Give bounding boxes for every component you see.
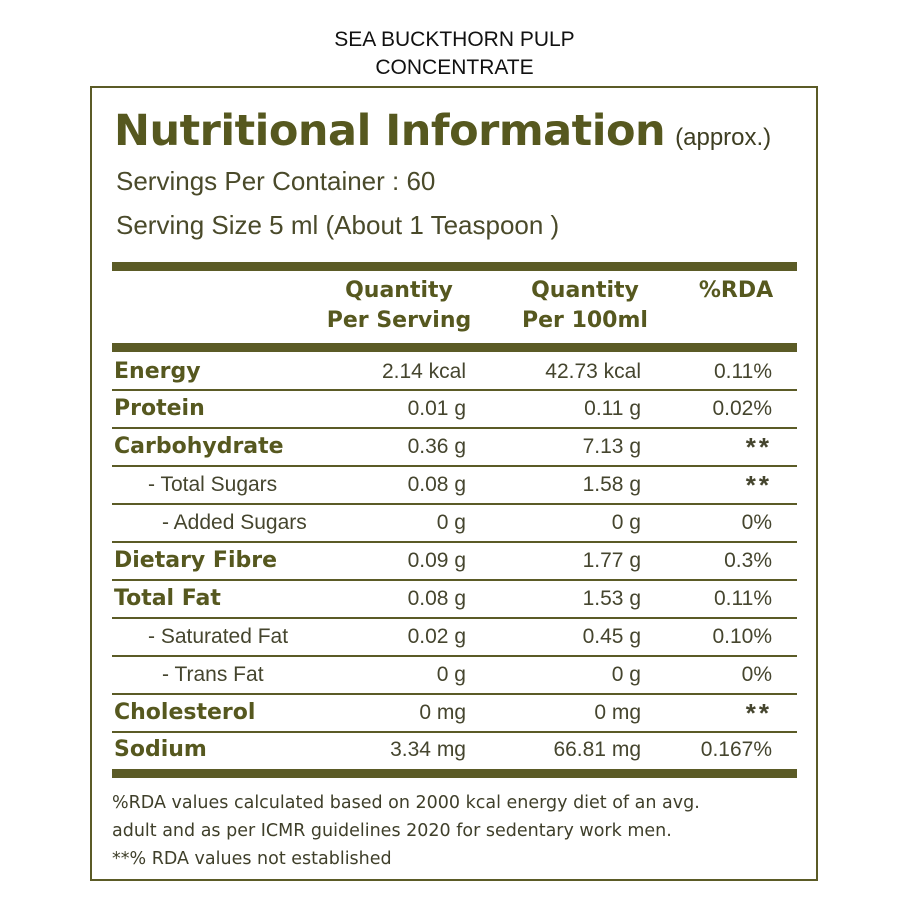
per-serving-value: 3.34 mg xyxy=(390,738,466,761)
nutrient-name: Dietary Fibre xyxy=(114,548,278,573)
row-divider xyxy=(112,617,797,619)
nutrient-name: - Total Sugars xyxy=(148,473,278,496)
column-header-per-100ml: Quantity Per 100ml xyxy=(505,276,665,336)
row-divider xyxy=(112,427,797,429)
column-header-per-serving: Quantity Per Serving xyxy=(312,276,486,336)
per-serving-value: 0 g xyxy=(436,511,466,534)
table-bottom-rule xyxy=(112,769,797,778)
per-serving-value: 0.01 g xyxy=(407,397,466,420)
nutrient-name: - Added Sugars xyxy=(162,511,307,534)
nutrient-name: Protein xyxy=(114,396,205,421)
table-row: Protein 0.01 g 0.11 g 0.02% xyxy=(112,391,797,427)
per-serving-value: 0.08 g xyxy=(407,473,466,496)
per-100ml-value: 7.13 g xyxy=(582,435,641,458)
row-divider xyxy=(112,541,797,543)
nutrition-panel xyxy=(90,86,818,881)
per-serving-value: 0.02 g xyxy=(407,625,466,648)
nutrition-heading: Nutritional Information (approx.) xyxy=(114,106,771,156)
footnote: %RDA values calculated based on 2000 kca… xyxy=(112,789,812,873)
header-bottom-rule xyxy=(112,343,797,352)
nutrient-name: - Saturated Fat xyxy=(148,625,289,648)
per-100ml-value: 1.53 g xyxy=(582,587,641,610)
per-serving-value: 2.14 kcal xyxy=(381,360,466,383)
per-serving-value: 0 mg xyxy=(419,701,466,724)
product-title-line1: SEA BUCKTHORN PULP xyxy=(334,28,575,51)
per-100ml-value: 1.58 g xyxy=(582,473,641,496)
rda-value: ** xyxy=(745,432,772,462)
row-divider xyxy=(112,731,797,733)
nutrient-name: Energy xyxy=(114,359,201,384)
per-100ml-value: 0 mg xyxy=(594,701,641,724)
nutrient-name: Sodium xyxy=(114,737,207,762)
table-row: - Added Sugars 0 g 0 g 0% xyxy=(112,505,797,541)
heading-suffix: (approx.) xyxy=(675,124,772,151)
rda-value: 0.10% xyxy=(712,625,772,648)
table-row: - Total Sugars 0.08 g 1.58 g ** xyxy=(112,467,797,503)
nutrient-name: Carbohydrate xyxy=(114,434,284,459)
rda-value: 0.167% xyxy=(700,738,772,761)
product-title: SEA BUCKTHORN PULP CONCENTRATE xyxy=(0,26,909,82)
column-header-per-serving-line1: Quantity xyxy=(345,278,453,303)
table-row: Energy 2.14 kcal 42.73 kcal 0.11% xyxy=(112,354,797,390)
footnote-line3: **% RDA values not established xyxy=(112,849,392,869)
table-row: Cholesterol 0 mg 0 mg ** xyxy=(112,695,797,731)
rda-value: 0.3% xyxy=(724,549,772,572)
row-divider xyxy=(112,389,797,391)
per-serving-value: 0.09 g xyxy=(407,549,466,572)
table-row: Dietary Fibre 0.09 g 1.77 g 0.3% xyxy=(112,543,797,579)
row-divider xyxy=(112,465,797,467)
rda-value: 0.02% xyxy=(712,397,772,420)
table-row: Total Fat 0.08 g 1.53 g 0.11% xyxy=(112,581,797,617)
rda-value: 0% xyxy=(741,663,772,686)
heading-title: Nutritional Information xyxy=(114,106,666,156)
serving-size: Serving Size 5 ml (About 1 Teaspoon ) xyxy=(116,210,560,240)
rda-value: 0.11% xyxy=(714,587,772,610)
header-top-rule xyxy=(112,262,797,271)
per-serving-value: 0.08 g xyxy=(407,587,466,610)
rda-value: ** xyxy=(745,470,772,500)
per-100ml-value: 1.77 g xyxy=(582,549,641,572)
per-100ml-value: 0.45 g xyxy=(582,625,641,648)
table-row: - Trans Fat 0 g 0 g 0% xyxy=(112,657,797,693)
per-100ml-value: 0.11 g xyxy=(584,397,641,420)
nutrient-name: Total Fat xyxy=(114,586,221,611)
row-divider xyxy=(112,693,797,695)
row-divider xyxy=(112,579,797,581)
per-serving-value: 0 g xyxy=(436,663,466,686)
per-100ml-value: 0 g xyxy=(611,663,641,686)
column-header-per-100ml-line1: Quantity xyxy=(531,278,639,303)
nutrient-name: Cholesterol xyxy=(114,700,256,725)
row-divider xyxy=(112,503,797,505)
footnote-line1: %RDA values calculated based on 2000 kca… xyxy=(112,793,700,813)
per-serving-value: 0.36 g xyxy=(407,435,466,458)
row-divider xyxy=(112,655,797,657)
rda-value: 0.11% xyxy=(714,360,772,383)
per-100ml-value: 42.73 kcal xyxy=(545,360,641,383)
rda-value: 0% xyxy=(741,511,772,534)
column-header-rda: %RDA xyxy=(698,278,774,303)
per-100ml-value: 66.81 mg xyxy=(553,738,641,761)
column-header-per-100ml-line2: Per 100ml xyxy=(522,308,648,333)
table-row: Carbohydrate 0.36 g 7.13 g ** xyxy=(112,429,797,465)
per-100ml-value: 0 g xyxy=(611,511,641,534)
rda-value: ** xyxy=(745,698,772,728)
table-row: - Saturated Fat 0.02 g 0.45 g 0.10% xyxy=(112,619,797,655)
table-row: Sodium 3.34 mg 66.81 mg 0.167% xyxy=(112,732,797,768)
servings-per-container: Servings Per Container : 60 xyxy=(116,166,436,196)
footnote-line2: adult and as per ICMR guidelines 2020 fo… xyxy=(112,821,672,841)
product-title-line2: CONCENTRATE xyxy=(375,56,534,79)
nutrient-name: - Trans Fat xyxy=(162,663,264,686)
column-header-per-serving-line2: Per Serving xyxy=(326,308,472,333)
